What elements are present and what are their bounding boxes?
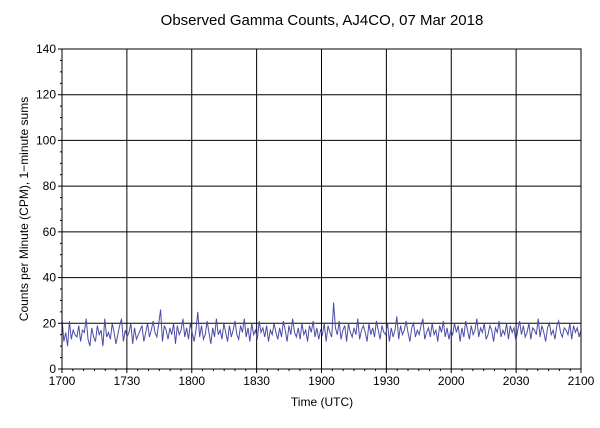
y-tick-label: 140 — [36, 42, 56, 56]
x-tick-label: 1900 — [308, 374, 335, 388]
y-tick-label: 0 — [49, 362, 56, 376]
plot-frame — [61, 48, 582, 370]
x-tick-label: 1700 — [49, 374, 76, 388]
chart-title: Observed Gamma Counts, AJ4CO, 07 Mar 201… — [161, 12, 484, 29]
axis-ticks — [58, 48, 582, 373]
x-tick-label: 1730 — [114, 374, 141, 388]
series-group — [61, 302, 582, 347]
y-tick-label: 120 — [36, 88, 56, 102]
y-axis-label: Counts per Minute (CPM), 1−minute sums — [17, 97, 31, 321]
x-tick-labels: 1700 1730 1800 1830 1900 1930 2000 2030 2100 — [49, 374, 595, 388]
x-axis-label: Time (UTC) — [291, 395, 353, 409]
x-tick-label: 2100 — [568, 374, 595, 388]
y-tick-label: 100 — [36, 133, 56, 147]
x-tick-label: 1830 — [243, 374, 270, 388]
series-line — [61, 302, 582, 347]
y-tick-labels: 0 20 40 60 80 100 120 140 — [36, 42, 56, 376]
y-tick-label: 80 — [43, 179, 57, 193]
y-tick-label: 20 — [43, 316, 57, 330]
grid-lines — [62, 49, 581, 369]
y-tick-label: 60 — [43, 225, 57, 239]
y-tick-label: 40 — [43, 271, 57, 285]
x-tick-label: 1800 — [178, 374, 205, 388]
x-tick-label: 1930 — [373, 374, 400, 388]
x-tick-label: 2030 — [503, 374, 530, 388]
x-tick-label: 2000 — [438, 374, 465, 388]
